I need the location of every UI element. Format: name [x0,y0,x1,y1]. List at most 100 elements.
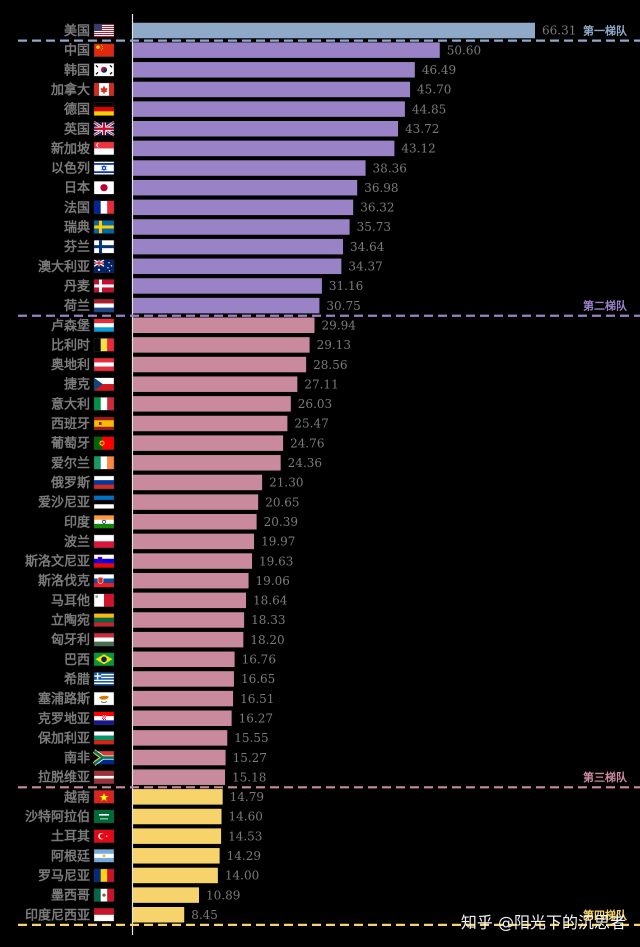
category-label: 保加利亚 [37,730,90,746]
mt-flag-icon [93,593,115,608]
category-label: 卢森堡 [51,318,90,334]
bar [133,533,255,550]
cz-flag-icon [93,377,115,391]
category-label: 法国 [64,200,90,216]
value-label: 16.51 [240,692,274,706]
value-label: 24.36 [288,456,322,470]
bar [133,631,244,648]
bar [133,494,259,510]
tier-label: 第三梯队 [583,770,628,784]
mx-flag-icon [93,888,115,902]
category-label: 澳大利亚 [38,259,90,275]
cy-flag-icon [93,691,115,706]
category-label: 比利时 [51,337,90,353]
bar [133,651,235,668]
bar [133,337,310,353]
value-label: 20.39 [264,515,298,529]
category-label: 葡萄牙 [50,436,90,452]
value-label: 38.36 [373,161,407,175]
es-flag-icon [93,416,115,431]
value-label: 18.64 [253,594,288,608]
bar [133,179,358,196]
category-label: 韩国 [64,62,90,78]
category-label: 瑞典 [64,220,90,236]
category-label: 中国 [64,43,90,59]
value-label: 8.45 [191,908,218,922]
at-flag-icon [93,357,115,372]
value-label: 46.49 [422,63,456,77]
value-label: 44.85 [412,102,446,116]
value-label: 14.53 [228,829,262,843]
cn-flag-icon [93,43,115,57]
bar [133,317,315,333]
bar [133,612,245,628]
category-label: 印度 [64,514,91,530]
category-label: 马耳他 [51,593,90,609]
category-label: 新加坡 [51,141,91,157]
value-label: 27.11 [304,377,338,391]
bar [133,572,249,589]
bar [133,514,257,530]
bar [133,62,415,78]
value-label: 15.27 [233,751,267,765]
value-label: 10.89 [206,888,240,902]
category-label: 塞浦路斯 [38,691,90,707]
hu-flag-icon [93,632,115,647]
gb-flag-icon [93,121,115,137]
be-flag-icon [93,338,115,352]
bar [133,81,411,98]
value-label: 43.12 [401,142,435,156]
ar-flag-icon [93,849,115,863]
value-label: 45.70 [417,83,451,97]
bar [133,730,228,746]
bar [133,121,399,137]
ca-flag-icon [93,82,115,97]
category-label: 克罗地亚 [38,711,90,727]
category-label: 波兰 [64,534,90,550]
bar [133,690,234,707]
value-label: 24.76 [290,436,324,450]
bar [133,22,535,39]
lu-flag-icon [93,318,115,332]
sk-flag-icon [93,574,115,588]
ro-flag-icon [93,868,115,883]
id-flag-icon [93,908,115,922]
value-label: 19.06 [256,574,290,588]
category-label: 荷兰 [63,298,90,314]
vn-flag-icon [93,790,115,804]
category-label: 加拿大 [50,82,90,98]
tier-label: 第二梯队 [583,299,628,313]
tr-flag-icon [93,829,115,843]
category-label: 阿根廷 [51,848,91,864]
category-label: 英国 [63,121,90,137]
value-label: 15.55 [234,731,268,745]
value-label: 29.13 [317,338,351,352]
ru-flag-icon [93,475,115,490]
ie-flag-icon [93,456,115,470]
bar [133,278,322,294]
category-label: 意大利 [51,396,90,412]
value-label: 16.27 [239,711,273,725]
bar [133,415,288,432]
bar [133,297,320,314]
bar [133,828,222,844]
bar [133,258,342,275]
value-label: 18.20 [250,633,284,647]
value-label: 34.37 [348,260,382,274]
value-label: 29.94 [322,318,357,332]
category-label: 美国 [64,23,90,39]
bar [133,671,234,687]
category-label: 以色列 [51,161,90,177]
value-label: 35.73 [357,220,391,234]
category-label: 奥地利 [51,357,90,373]
value-label: 26.03 [298,397,332,411]
bar [133,42,440,58]
fr-flag-icon [93,200,115,215]
category-label: 德国 [64,102,90,118]
bar [133,160,366,176]
value-label: 66.31 [542,24,576,38]
category-label: 日本 [64,180,90,196]
watermark: 知乎 @阳光下的沉思者 [460,913,626,932]
it-flag-icon [93,397,115,411]
bar [133,592,247,609]
